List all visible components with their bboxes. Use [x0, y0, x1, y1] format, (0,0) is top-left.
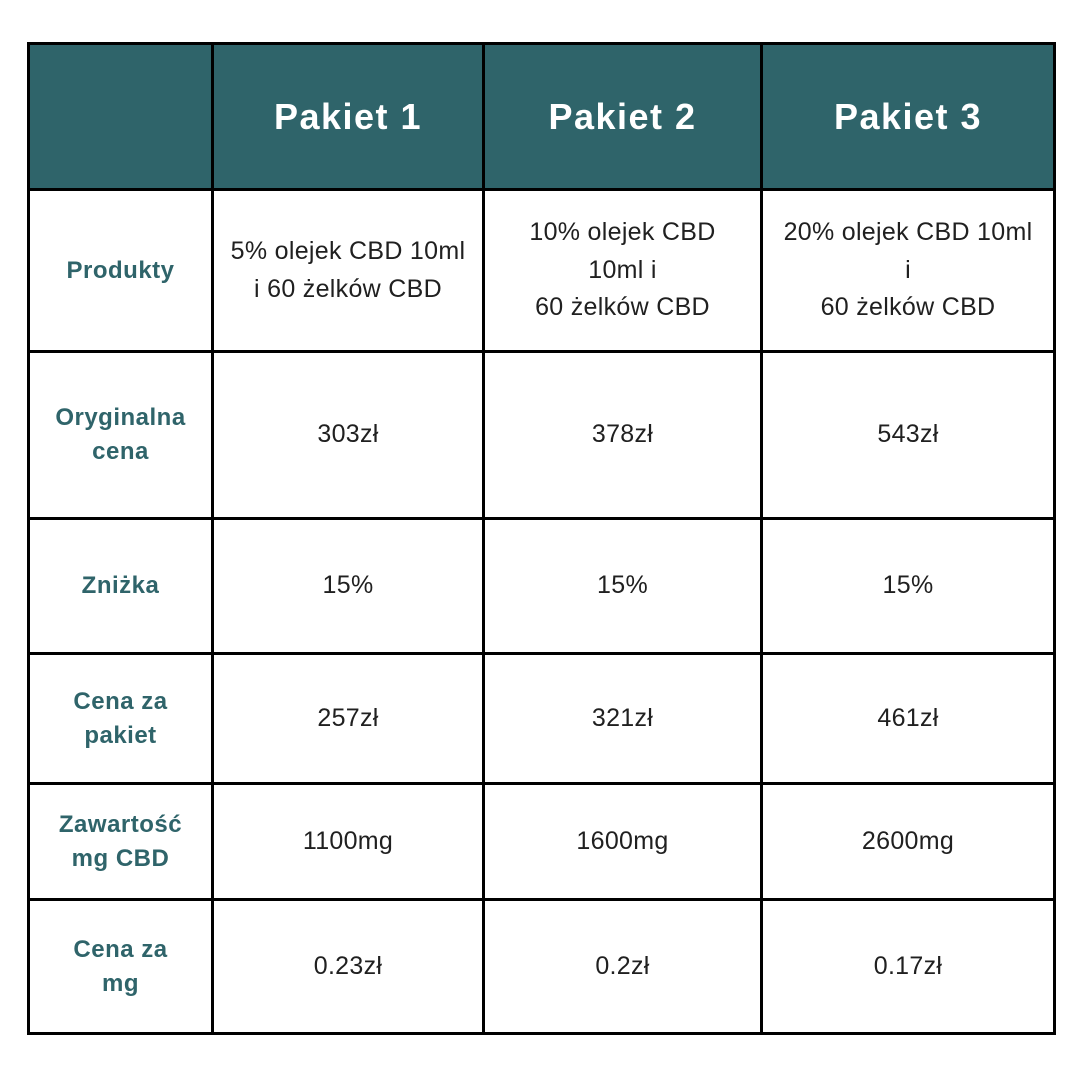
header-cell-pakiet-2: Pakiet 2	[482, 42, 763, 191]
cell-cena-za-mg-pakiet-1: 0.23zł	[211, 898, 485, 1035]
cell-zawartosc-mg-cbd-pakiet-1: 1100mg	[211, 782, 485, 901]
cell-zawartosc-mg-cbd-pakiet-2: 1600mg	[482, 782, 763, 901]
row-label-oryginalna-cena: Oryginalna cena	[27, 350, 214, 520]
cell-cena-za-mg-pakiet-3: 0.17zł	[760, 898, 1056, 1035]
cell-produkty-pakiet-3: 20% olejek CBD 10ml i 60 żelków CBD	[760, 188, 1056, 353]
header-cell-pakiet-3: Pakiet 3	[760, 42, 1056, 191]
table-row-cena-za-pakiet: Cena za pakiet 257zł 321zł 461zł	[27, 652, 1056, 785]
header-row: Pakiet 1 Pakiet 2 Pakiet 3	[27, 42, 1056, 191]
cell-cena-za-pakiet-pakiet-2: 321zł	[482, 652, 763, 785]
table-row-produkty: Produkty 5% olejek CBD 10ml i 60 żelków …	[27, 188, 1056, 353]
row-label-cena-za-pakiet: Cena za pakiet	[27, 652, 214, 785]
table-row-znizka: Zniżka 15% 15% 15%	[27, 517, 1056, 655]
table-row-oryginalna-cena: Oryginalna cena 303zł 378zł 543zł	[27, 350, 1056, 520]
row-label-zawartosc-mg-cbd: Zawartość mg CBD	[27, 782, 214, 901]
cell-oryginalna-cena-pakiet-3: 543zł	[760, 350, 1056, 520]
cell-cena-za-pakiet-pakiet-1: 257zł	[211, 652, 485, 785]
cell-produkty-pakiet-1: 5% olejek CBD 10ml i 60 żelków CBD	[211, 188, 485, 353]
cell-zawartosc-mg-cbd-pakiet-3: 2600mg	[760, 782, 1056, 901]
cell-znizka-pakiet-3: 15%	[760, 517, 1056, 655]
cell-oryginalna-cena-pakiet-1: 303zł	[211, 350, 485, 520]
row-label-produkty: Produkty	[27, 188, 214, 353]
row-label-cena-za-mg: Cena za mg	[27, 898, 214, 1035]
pricing-table: Pakiet 1 Pakiet 2 Pakiet 3 Produkty 5% o…	[27, 42, 1056, 1035]
cell-cena-za-mg-pakiet-2: 0.2zł	[482, 898, 763, 1035]
row-label-znizka: Zniżka	[27, 517, 214, 655]
table-row-cena-za-mg: Cena za mg 0.23zł 0.2zł 0.17zł	[27, 898, 1056, 1035]
cell-produkty-pakiet-2: 10% olejek CBD 10ml i 60 żelków CBD	[482, 188, 763, 353]
corner-cell	[27, 42, 214, 191]
table-row-zawartosc-mg-cbd: Zawartość mg CBD 1100mg 1600mg 2600mg	[27, 782, 1056, 901]
cell-znizka-pakiet-2: 15%	[482, 517, 763, 655]
cell-oryginalna-cena-pakiet-2: 378zł	[482, 350, 763, 520]
cell-cena-za-pakiet-pakiet-3: 461zł	[760, 652, 1056, 785]
cell-znizka-pakiet-1: 15%	[211, 517, 485, 655]
header-cell-pakiet-1: Pakiet 1	[211, 42, 485, 191]
